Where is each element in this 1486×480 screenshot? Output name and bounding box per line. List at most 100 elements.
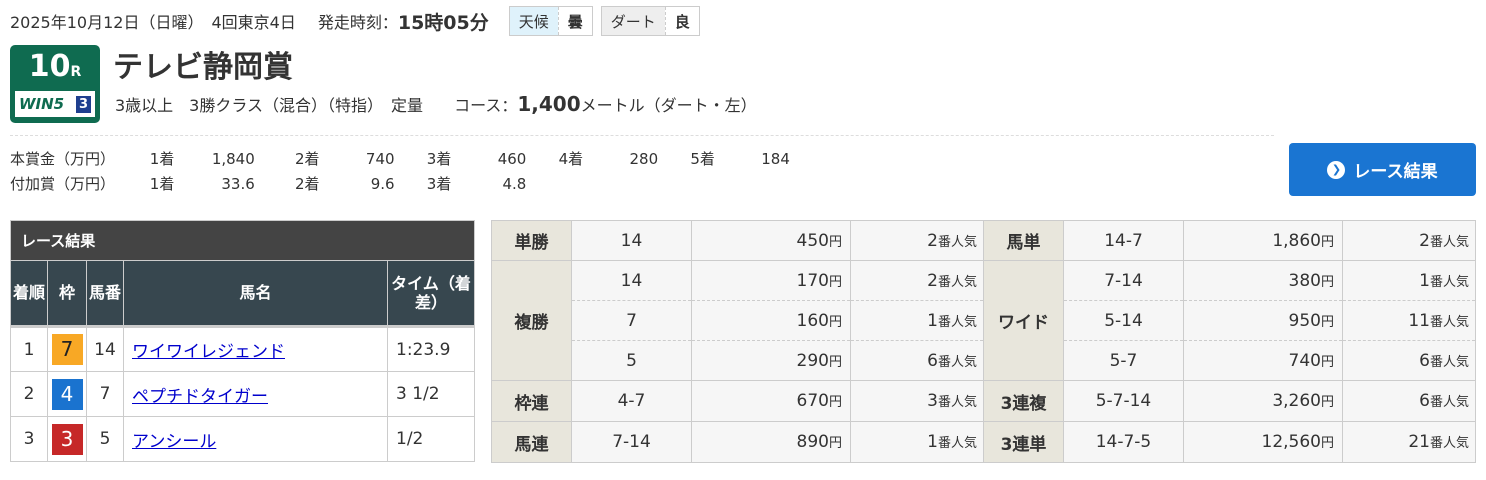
yen-unit: 円: [1320, 274, 1334, 290]
payout-row: 7 160円 1番人気 5-14 950円 11番人気: [492, 300, 1476, 341]
results-caption: レース結果: [10, 220, 475, 261]
payout-amount: 740: [1288, 350, 1321, 371]
payout-amount: 890: [796, 432, 829, 452]
yen-unit: 円: [828, 274, 842, 290]
result-row: 2 4 7 ペプチドタイガー 3 1/2: [10, 371, 475, 417]
popularity-unit: 番人気: [937, 314, 977, 330]
popularity-unit: 番人気: [937, 274, 977, 290]
place: 1着: [149, 150, 175, 168]
distance-unit: メートル（ダート・左）: [580, 96, 757, 115]
finish-position: 1: [10, 325, 48, 372]
place: 2着: [295, 175, 320, 193]
race-results-table: レース結果 着順 枠 馬番 馬名 タイム（着差） 1 7 14 ワイワイレジェン…: [10, 220, 475, 462]
payout-amount: 950: [1288, 310, 1321, 331]
combination: 14: [571, 260, 692, 301]
main-prize-label: 本賞金（万円）: [10, 150, 116, 168]
payout-amount: 160: [796, 310, 829, 331]
popularity-rank: 6: [1419, 391, 1430, 411]
popularity-unit: 番人気: [937, 436, 977, 451]
win5-logo: WIN5 3: [15, 91, 95, 117]
payout-row: 5 290円 6番人気 5-7 740円 6番人気: [492, 340, 1476, 381]
payout-amount: 1,860: [1272, 230, 1321, 251]
popularity-rank: 6: [1419, 350, 1430, 371]
amount: 9.6: [370, 175, 395, 193]
combination: 7: [571, 300, 692, 341]
popularity-unit: 番人気: [937, 354, 977, 370]
start-time: 15時05分: [397, 11, 489, 34]
payout-amount: 12,560: [1261, 432, 1321, 452]
popularity: 1番人気: [850, 421, 984, 463]
popularity-rank: 2: [927, 270, 938, 291]
place: 2着: [295, 150, 320, 168]
place: 3着: [426, 175, 452, 193]
finish-position: 3: [10, 416, 48, 462]
distance: 1,400: [517, 92, 581, 116]
amount: 33.6: [221, 175, 255, 193]
waku-badge: 7: [51, 334, 83, 365]
condition-value: 良: [664, 7, 699, 35]
waku-badge: 4: [51, 378, 83, 410]
race-result-button[interactable]: ❯ レース結果: [1289, 143, 1476, 196]
chevron-right-icon: ❯: [1327, 160, 1346, 179]
bet-type-wide: ワイド: [983, 260, 1064, 381]
divider: [10, 135, 1274, 136]
bet-type-sanrentan: 3連単: [983, 421, 1064, 463]
combination: 4-7: [571, 380, 692, 422]
payout: 950円: [1183, 300, 1343, 341]
added-prize-label: 付加賞（万円）: [10, 175, 116, 193]
popularity-rank: 21: [1408, 432, 1430, 452]
combination: 7-14: [1063, 260, 1184, 301]
added-prize-row: 付加賞（万円） 1着 33.6 2着 9.6 3着 4.8: [10, 173, 526, 194]
place: 4着: [558, 150, 584, 168]
horse-name-link[interactable]: ペプチドタイガー: [132, 386, 268, 407]
payout-row: 単勝 14 450円 2番人気 馬単 14-7 1,860円 2番人気: [491, 220, 1476, 261]
payout-amount: 670: [796, 391, 829, 411]
amount: 4.8: [502, 175, 527, 193]
horse-name-cell: ペプチドタイガー: [123, 371, 388, 417]
waku-cell: 7: [47, 325, 87, 372]
weather-label: 天候: [509, 7, 558, 35]
yen-unit: 円: [1320, 314, 1334, 330]
amount: 1,840: [211, 150, 255, 168]
yen-unit: 円: [828, 234, 842, 250]
popularity-unit: 番人気: [1429, 314, 1469, 330]
time-margin: 3 1/2: [387, 371, 475, 417]
bet-type-sanrenpuku: 3連複: [983, 380, 1064, 422]
combination: 7-14: [571, 421, 692, 463]
popularity-unit: 番人気: [1429, 274, 1469, 290]
yen-unit: 円: [828, 436, 842, 451]
payout-amount: 3,260: [1272, 391, 1321, 411]
place: 5着: [690, 150, 715, 168]
horse-name-cell: ワイワイレジェンド: [123, 325, 388, 372]
horse-name-link[interactable]: ワイワイレジェンド: [132, 342, 285, 362]
horse-name-link[interactable]: アンシール: [132, 431, 217, 452]
bet-type-wakuren: 枠連: [491, 380, 572, 422]
race-date: 2025年10月12日（日曜）: [10, 13, 204, 32]
yen-unit: 円: [828, 314, 842, 330]
waku-cell: 4: [47, 371, 87, 417]
track-condition-tag: ダート良: [600, 6, 700, 36]
amount: 740: [365, 150, 395, 168]
horse-name-cell: アンシール: [123, 416, 388, 462]
payout-amount: 170: [796, 270, 829, 291]
popularity: 11番人気: [1342, 300, 1476, 341]
place: 1着: [149, 175, 175, 193]
popularity-unit: 番人気: [1429, 234, 1469, 250]
horse-number: 7: [86, 371, 124, 417]
popularity: 1番人気: [850, 300, 984, 341]
payout-row: 枠連 4-7 670円 3番人気 3連複 5-7-14 3,260円 6番人気: [491, 380, 1476, 422]
popularity-rank: 1: [927, 310, 938, 331]
yen-unit: 円: [1320, 395, 1334, 410]
payouts-table: 単勝 14 450円 2番人気 馬単 14-7 1,860円 2番人気 複勝 14 170円 2番人気…: [491, 220, 1476, 463]
popularity-rank: 6: [927, 350, 938, 371]
payout: 740円: [1183, 340, 1343, 381]
race-title: テレビ静岡賞: [113, 50, 293, 85]
combination: 14: [571, 220, 692, 261]
payout-amount: 290: [796, 350, 829, 371]
main-prize-row: 本賞金（万円） 1着 1,840 2着 740 3着 460 4着 280 5着 184: [10, 148, 790, 169]
waku-cell: 3: [47, 416, 87, 462]
bet-type-fukusho: 複勝: [491, 260, 572, 381]
combination: 14-7-5: [1063, 421, 1184, 463]
payout: 170円: [691, 260, 851, 301]
combination: 5: [571, 340, 692, 381]
